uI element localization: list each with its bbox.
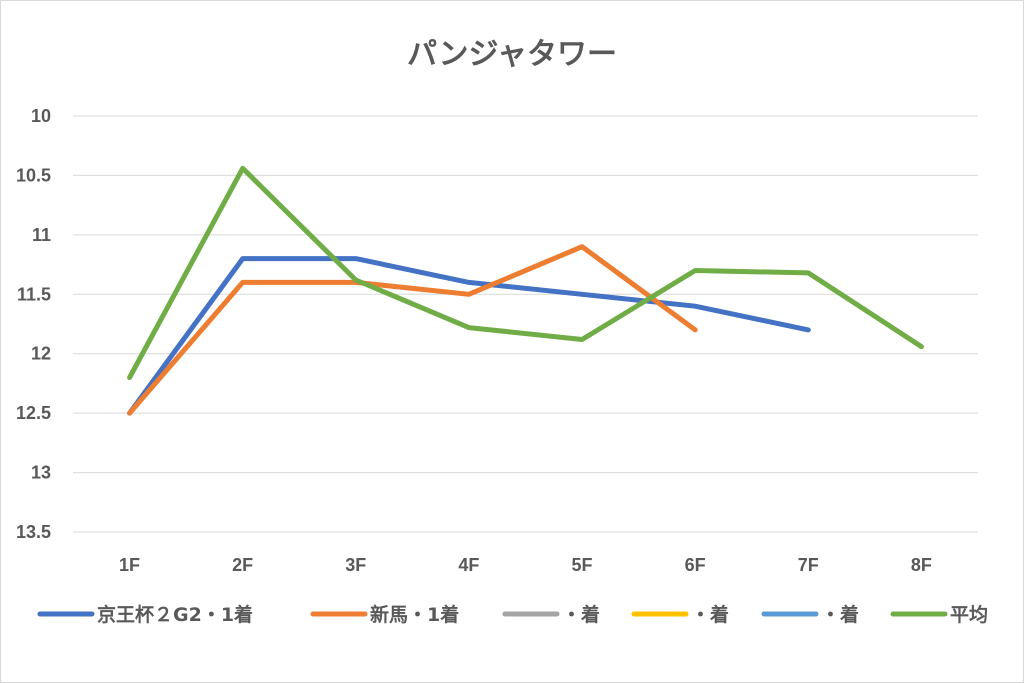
legend-label: ・着 xyxy=(691,603,729,626)
x-axis-ticks: 1F 2F 3F 4F 5F 6F 7F 8F xyxy=(119,555,932,575)
legend: 京王杯２G2・1着 新馬・1着 ・着 ・着 ・着 平均 xyxy=(37,603,988,626)
series-line-0 xyxy=(127,256,811,416)
y-tick-label: 11.5 xyxy=(17,284,51,304)
series-lines xyxy=(127,165,924,416)
y-tick-label: 10 xyxy=(31,106,51,126)
legend-label: ・着 xyxy=(821,603,859,626)
x-tick-label: 7F xyxy=(798,555,819,575)
y-tick-label: 10.5 xyxy=(16,165,51,185)
legend-label: 平均 xyxy=(950,603,988,626)
legend-label: 新馬・1着 xyxy=(370,603,459,626)
x-tick-label: 8F xyxy=(911,555,932,575)
y-tick-label: 13 xyxy=(31,463,51,483)
chart-title: パンジャタワー xyxy=(407,37,617,72)
gridlines xyxy=(73,115,978,533)
y-tick-label: 13.5 xyxy=(16,522,51,542)
x-tick-label: 1F xyxy=(119,555,140,575)
series-line-1 xyxy=(127,244,698,416)
series-line-5 xyxy=(127,165,924,380)
x-tick-label: 5F xyxy=(572,555,593,575)
y-axis-ticks: 10 10.5 11 11.5 12 12.5 13 13.5 xyxy=(16,106,51,542)
legend-label: ・着 xyxy=(562,603,600,626)
x-tick-label: 6F xyxy=(685,555,706,575)
y-tick-label: 12.5 xyxy=(16,403,51,423)
x-tick-label: 3F xyxy=(345,555,366,575)
y-tick-label: 11 xyxy=(32,225,51,245)
legend-label: 京王杯２G2・1着 xyxy=(97,603,253,626)
y-tick-label: 12 xyxy=(31,344,51,364)
x-tick-label: 2F xyxy=(232,555,253,575)
x-tick-label: 4F xyxy=(458,555,479,575)
